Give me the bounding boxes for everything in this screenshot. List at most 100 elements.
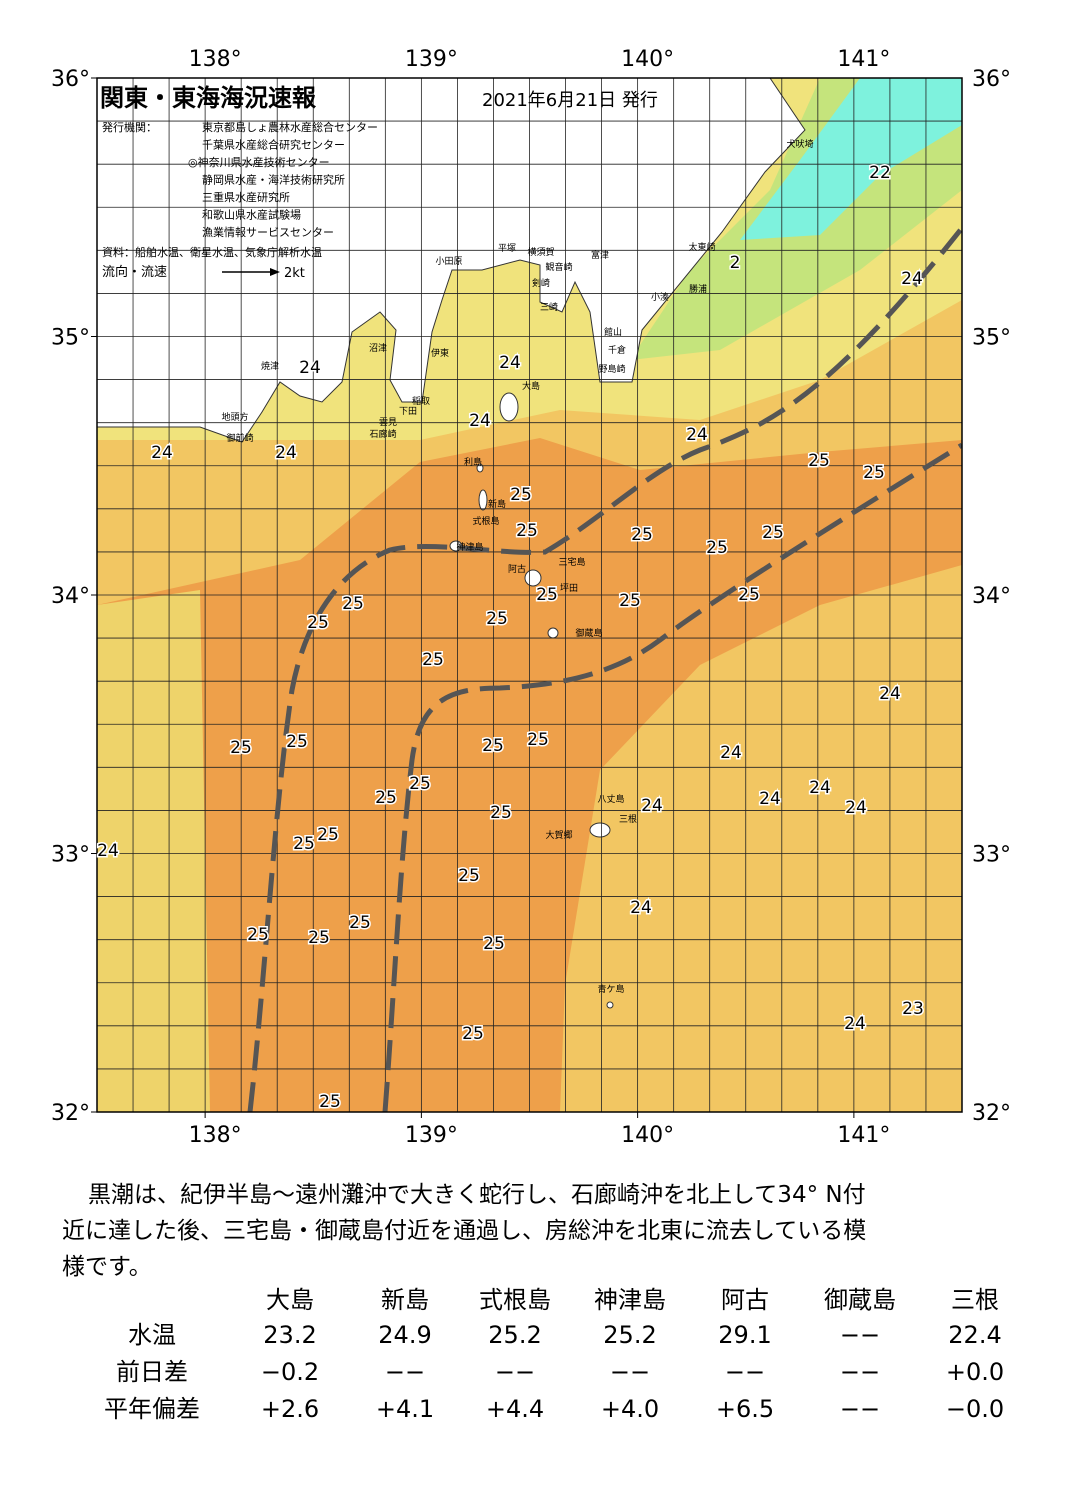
- lon-label: 138°: [189, 1123, 242, 1148]
- table-cell: −−: [495, 1358, 535, 1386]
- legend-label: 流向・流速: [102, 264, 167, 280]
- issuer: 千葉県水産総合研究センター: [202, 138, 345, 152]
- place-label: 焼津: [261, 361, 279, 372]
- issuer: 東京都島しょ農林水産総合センター: [202, 120, 378, 134]
- table-header: 大島: [266, 1286, 314, 1314]
- isotherm-label: 24: [844, 1014, 866, 1034]
- table-cell: +6.5: [716, 1395, 774, 1423]
- isotherm-label: 25: [307, 613, 329, 633]
- place-label: 稲取: [412, 395, 430, 407]
- lon-label: 141°: [837, 1123, 890, 1148]
- place-label: 雲見: [379, 417, 397, 428]
- isotherm-label: 24: [469, 411, 491, 431]
- table-cell: 24.9: [378, 1321, 431, 1349]
- table-cell: −−: [725, 1358, 765, 1386]
- isotherm-label: 25: [762, 523, 784, 543]
- isotherm-label: 24: [299, 358, 321, 378]
- lat-label: 33°: [51, 843, 90, 868]
- place-label: 阿古: [508, 563, 526, 575]
- place-label: 野島崎: [598, 363, 625, 375]
- table-cell: +0.0: [946, 1358, 1004, 1386]
- row-label: 水温: [128, 1321, 176, 1349]
- lat-label: 32°: [51, 1101, 90, 1126]
- table-cell: −−: [610, 1358, 650, 1386]
- isotherm-label: 24: [499, 353, 521, 373]
- issuer: 漁業情報サービスセンター: [202, 225, 334, 239]
- isotherm-label: 2: [730, 253, 741, 273]
- isotherm-label: 25: [516, 521, 538, 541]
- place-label: 御前崎: [226, 432, 253, 444]
- table-cell: +4.4: [486, 1395, 544, 1423]
- isotherm-label: 25: [863, 463, 885, 483]
- place-label: 横須賀: [527, 246, 554, 258]
- place-label: 利島: [464, 456, 482, 468]
- issuer: 三重県水産研究所: [202, 190, 290, 204]
- place-label: 三宅島: [558, 556, 585, 568]
- isotherm-label: 25: [409, 774, 431, 794]
- isotherm-label: 24: [641, 796, 663, 816]
- place-label: 新島: [488, 498, 506, 510]
- lat-label: 35°: [51, 326, 90, 351]
- place-label: 八丈島: [597, 793, 624, 805]
- isotherm-label: 24: [845, 798, 867, 818]
- isotherm-label: 25: [483, 934, 505, 954]
- place-label: 石廊崎: [369, 428, 396, 440]
- isotherm-label: 25: [482, 736, 504, 756]
- isotherm-label: 25: [458, 866, 480, 886]
- issuer: 和歌山県水産試験場: [202, 208, 301, 222]
- map-title: 関東・東海海況速報: [100, 84, 317, 112]
- isotherm-label: 25: [319, 1092, 341, 1112]
- table-cell: 29.1: [718, 1321, 771, 1349]
- place-label: 大賀郷: [545, 829, 572, 841]
- place-label: 館山: [604, 326, 622, 338]
- place-label: 太東崎: [688, 241, 715, 253]
- isotherm-label: 25: [808, 451, 830, 471]
- isotherm-label: 25: [706, 538, 728, 558]
- isotherm-label: 25: [308, 928, 330, 948]
- lon-label: 141°: [837, 47, 890, 72]
- row-label: 前日差: [116, 1358, 188, 1386]
- place-label: 坪田: [560, 583, 578, 594]
- place-label: 伊東: [431, 347, 449, 359]
- isotherm-label: 24: [901, 269, 923, 289]
- sources: 資料：船舶水温、衛星水温、気象庁解析水温: [102, 245, 322, 259]
- place-label: 勝浦: [689, 283, 707, 295]
- issue-date: 2021年6月21日 発行: [482, 90, 658, 111]
- isotherm-label: 25: [631, 525, 653, 545]
- lat-label: 34°: [51, 584, 90, 609]
- place-label: 式根島: [472, 515, 499, 527]
- lat-label: 35°: [972, 326, 1011, 351]
- isotherm-label: 25: [293, 834, 315, 854]
- lon-label: 138°: [189, 47, 242, 72]
- isotherm-label: 23: [902, 999, 924, 1019]
- table-cell: −−: [840, 1395, 880, 1423]
- isotherm-label: 25: [738, 585, 760, 605]
- issuer: ◎神奈川県水産技術センター: [188, 155, 330, 169]
- table-header: 御蔵島: [824, 1286, 896, 1314]
- issuer: 静岡県水産・海洋技術研究所: [202, 173, 345, 187]
- table-cell: 23.2: [263, 1321, 316, 1349]
- table-cell: +4.0: [601, 1395, 659, 1423]
- isotherm-label: 25: [286, 732, 308, 752]
- isotherm-label: 24: [720, 743, 742, 763]
- lon-label: 140°: [621, 1123, 674, 1148]
- description-line: 様です。: [62, 1254, 152, 1280]
- table-cell: −−: [385, 1358, 425, 1386]
- isotherm-label: 24: [759, 789, 781, 809]
- isotherm-label: 25: [375, 788, 397, 808]
- table-header: 新島: [381, 1286, 429, 1314]
- table-header: 阿古: [721, 1286, 769, 1314]
- table-cell: +2.6: [261, 1395, 319, 1423]
- lon-label: 140°: [621, 47, 674, 72]
- isotherm-label: 24: [97, 841, 119, 861]
- isotherm-label: 24: [809, 778, 831, 798]
- table-cell: 25.2: [603, 1321, 656, 1349]
- place-label: 三根: [619, 813, 637, 825]
- place-label: 犬吠埼: [786, 138, 813, 150]
- lat-label: 36°: [972, 67, 1011, 92]
- isotherm-label: 25: [536, 585, 558, 605]
- isotherm-label: 25: [619, 591, 641, 611]
- isotherm-label: 25: [462, 1024, 484, 1044]
- isotherm-label: 22: [869, 163, 891, 183]
